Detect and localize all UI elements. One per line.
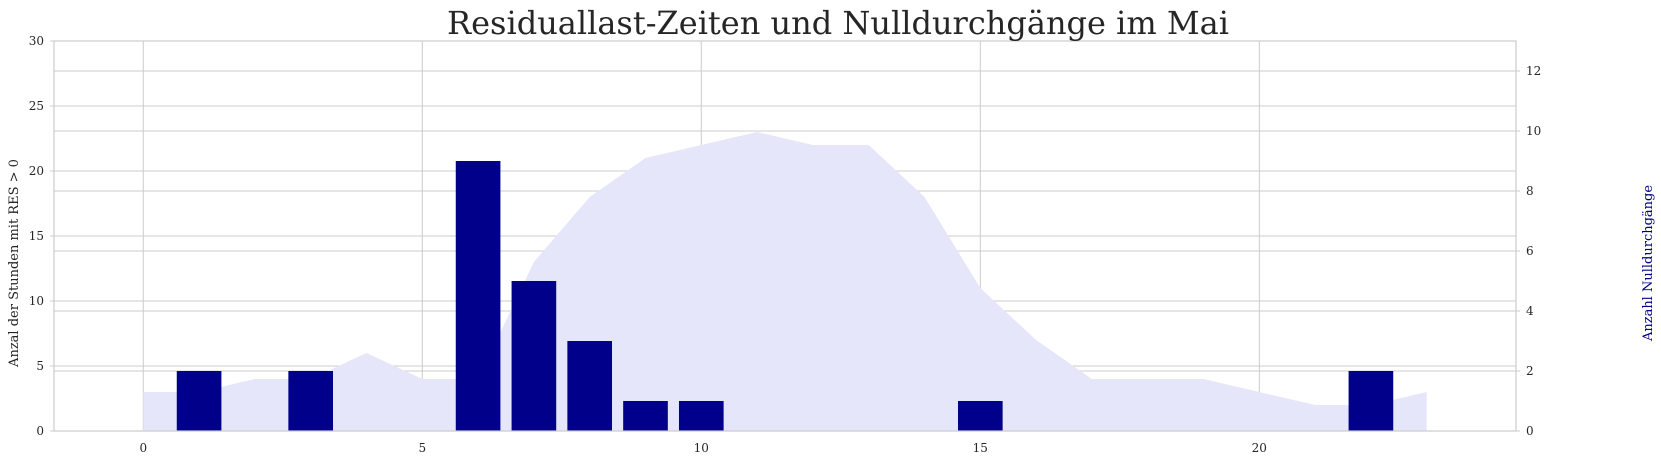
bar bbox=[288, 371, 334, 431]
y-tick-label: 10 bbox=[29, 294, 44, 308]
y2-tick-label: 8 bbox=[1526, 184, 1534, 198]
y-tick-label: 20 bbox=[29, 164, 44, 178]
x-tick-label: 5 bbox=[418, 441, 426, 455]
y2-axis-label: Anzahl Nulldurchgänge bbox=[1641, 185, 1656, 342]
y2-tick-label: 4 bbox=[1526, 304, 1534, 318]
x-axis: 0 5 10 15 20 bbox=[139, 441, 1266, 455]
y-axis-right: 0 2 4 6 8 10 12 bbox=[1516, 64, 1541, 438]
y-tick-label: 5 bbox=[36, 359, 44, 373]
y-axis-left: 0 5 10 15 20 25 30 bbox=[29, 34, 54, 438]
y-tick-label: 0 bbox=[36, 424, 44, 438]
y2-tick-label: 0 bbox=[1526, 424, 1534, 438]
bar-layer bbox=[176, 161, 1394, 431]
x-tick-label: 20 bbox=[1252, 441, 1267, 455]
y2-tick-label: 10 bbox=[1526, 124, 1541, 138]
bar bbox=[678, 401, 724, 431]
bar bbox=[623, 401, 668, 431]
y-axis-label: Anzal der Stunden mit RES > 0 bbox=[7, 159, 22, 368]
y-tick-label: 30 bbox=[29, 34, 44, 48]
bar bbox=[176, 371, 222, 431]
bar bbox=[1348, 371, 1394, 431]
y-tick-label: 25 bbox=[29, 99, 44, 113]
area-layer bbox=[143, 132, 1427, 431]
chart-title: Residuallast-Zeiten und Nulldurchgänge i… bbox=[447, 4, 1229, 42]
area-series bbox=[143, 132, 1427, 431]
bar bbox=[957, 401, 1003, 431]
bar bbox=[567, 341, 613, 431]
x-tick-label: 0 bbox=[139, 441, 147, 455]
x-tick-label: 15 bbox=[973, 441, 988, 455]
y2-tick-label: 6 bbox=[1526, 244, 1534, 258]
y-tick-label: 15 bbox=[29, 229, 44, 243]
x-tick-label: 10 bbox=[694, 441, 709, 455]
bar bbox=[455, 161, 501, 431]
bar bbox=[511, 281, 557, 431]
y2-tick-label: 2 bbox=[1526, 364, 1534, 378]
y2-tick-label: 12 bbox=[1526, 64, 1541, 78]
